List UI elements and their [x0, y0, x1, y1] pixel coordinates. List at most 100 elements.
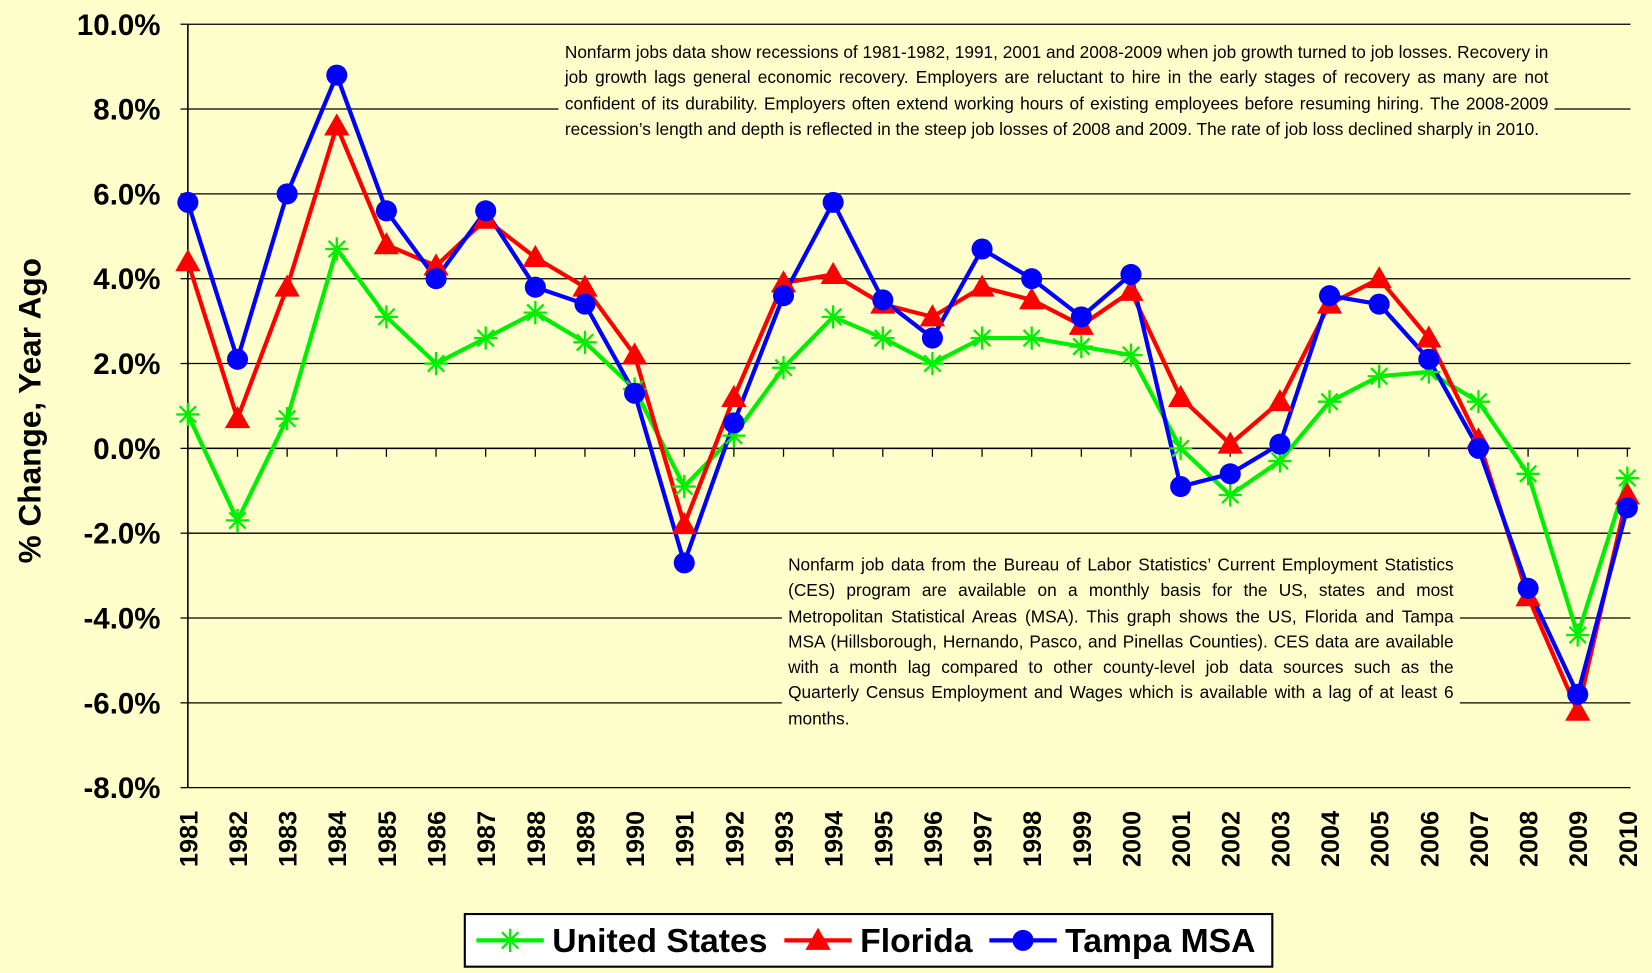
y-tick-label: -8.0% — [84, 772, 161, 805]
marker — [1120, 263, 1142, 285]
x-tick-label: 2000 — [1118, 811, 1146, 867]
marker — [969, 274, 995, 297]
marker — [970, 326, 994, 350]
marker — [822, 191, 844, 213]
marker — [226, 348, 249, 370]
marker — [919, 304, 946, 327]
marker — [276, 183, 298, 205]
marker — [176, 402, 200, 427]
marker — [1317, 390, 1342, 414]
legend-label: Tampa MSA — [1065, 923, 1255, 960]
marker — [871, 326, 895, 350]
plot: -8.0% -6.0% -4.0% -2.0% 0.0% 2.0% 4.0% 6.0% 8.0%… — [77, 9, 1643, 867]
marker — [475, 200, 497, 222]
marker — [1566, 623, 1590, 647]
marker — [574, 293, 596, 315]
legend-label: United States — [552, 923, 767, 960]
x-tick-label: 2001 — [1168, 811, 1196, 867]
marker — [1367, 364, 1391, 388]
marker — [1170, 475, 1192, 498]
x-tick-label: 1989 — [572, 811, 600, 867]
marker — [1118, 278, 1144, 301]
annotation-box: Nonfarm jobs data show recessions of 198… — [558, 40, 1555, 143]
x-tick-label: 1998 — [1019, 811, 1047, 867]
marker — [921, 327, 943, 349]
x-tick-label: 1991 — [672, 811, 700, 867]
marker — [1416, 325, 1442, 348]
x-tick-label: 2003 — [1267, 811, 1295, 867]
marker — [723, 412, 745, 434]
marker — [1417, 360, 1441, 384]
y-axis-label: % Change, Year Ago — [11, 258, 47, 563]
marker — [1169, 436, 1193, 460]
marker — [1368, 293, 1390, 315]
marker — [1167, 384, 1194, 407]
marker — [375, 200, 397, 222]
y-tick-label: -2.0% — [84, 518, 161, 551]
marker — [225, 508, 250, 533]
y-tick-label: -4.0% — [84, 603, 161, 636]
marker — [1614, 482, 1640, 505]
marker — [1012, 929, 1034, 951]
marker — [324, 113, 350, 136]
marker — [524, 276, 546, 298]
marker — [522, 244, 548, 267]
marker — [274, 274, 300, 297]
marker — [1466, 390, 1491, 414]
x-tick-label: 1996 — [920, 811, 948, 867]
marker — [1119, 343, 1143, 367]
marker — [673, 552, 695, 574]
marker — [523, 301, 547, 325]
marker — [177, 191, 199, 213]
x-tick-label: 1983 — [275, 811, 303, 867]
marker — [1268, 449, 1292, 473]
marker — [1021, 268, 1043, 290]
y-tick-label: 0.0% — [93, 433, 160, 466]
marker — [1366, 266, 1392, 289]
marker — [805, 927, 831, 950]
marker — [1616, 497, 1638, 519]
legend-label: Florida — [860, 923, 973, 960]
x-tick-label: 2009 — [1565, 811, 1593, 867]
legend-box — [463, 912, 1274, 968]
marker — [1516, 462, 1540, 486]
marker — [1567, 683, 1589, 705]
x-tick-label: 1981 — [175, 811, 203, 867]
marker — [722, 424, 746, 448]
marker — [1219, 463, 1241, 485]
marker — [820, 261, 846, 284]
marker — [920, 351, 945, 376]
x-tick-label: 1988 — [523, 811, 551, 867]
x-tick-label: 1995 — [870, 811, 898, 867]
marker — [671, 512, 697, 535]
marker — [326, 64, 348, 86]
marker — [175, 249, 201, 272]
marker — [1318, 285, 1341, 307]
marker — [1418, 348, 1440, 370]
x-tick-label: 1999 — [1069, 811, 1097, 867]
annotation-box: Nonfarm job data from the Bureau of Labo… — [781, 552, 1460, 732]
marker — [423, 253, 449, 276]
marker — [1218, 483, 1242, 507]
x-tick-label: 2010 — [1615, 811, 1643, 867]
annotation: Nonfarm job data from the Bureau of Labo… — [781, 552, 1460, 732]
x-tick-label: 1993 — [771, 811, 799, 867]
marker — [1517, 577, 1539, 599]
marker — [1070, 306, 1092, 328]
y-tick-label: -6.0% — [84, 687, 161, 720]
x-tick-label: 1990 — [622, 811, 650, 867]
marker — [1269, 433, 1291, 455]
marker — [572, 274, 598, 297]
marker — [573, 330, 597, 354]
marker — [770, 270, 797, 293]
x-tick-label: 2002 — [1218, 811, 1246, 867]
x-tick-label: 2005 — [1367, 811, 1395, 867]
x-tick-label: 1986 — [424, 811, 452, 867]
marker — [275, 407, 299, 431]
marker — [325, 237, 349, 261]
marker — [1565, 698, 1591, 721]
marker — [971, 238, 993, 260]
marker — [1217, 431, 1243, 454]
annotation: Nonfarm jobs data show recessions of 198… — [558, 40, 1555, 143]
